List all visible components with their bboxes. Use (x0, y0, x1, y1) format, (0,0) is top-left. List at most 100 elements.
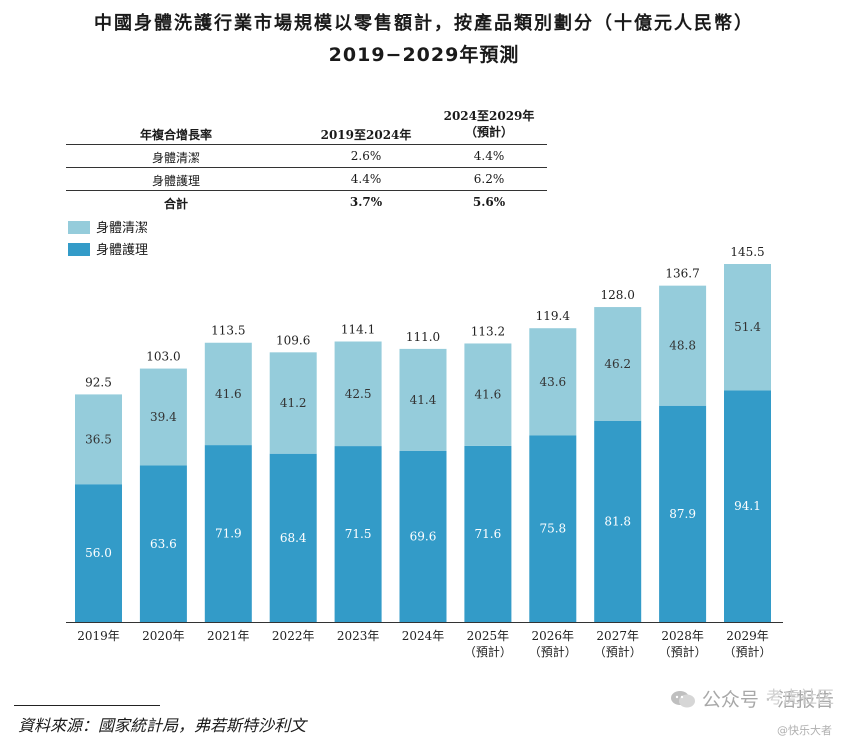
bar-segment-cleansing (594, 307, 642, 421)
bar-segment-care (334, 446, 382, 622)
bar-segment-cleansing (659, 285, 707, 406)
bar-segment-cleansing (204, 342, 252, 446)
bar-segment-cleansing (724, 264, 771, 391)
data-label-total: 113.5 (211, 324, 245, 338)
x-tick-label: 2021年 (207, 629, 250, 643)
data-label-total: 136.7 (665, 267, 699, 281)
data-label-cleansing: 41.6 (475, 388, 502, 402)
cagr-header-period2-line1: 2024至2029年 (443, 109, 535, 123)
bar-segment-cleansing (75, 394, 122, 485)
bar-segment-care (399, 450, 447, 622)
bar-segment-cleansing (269, 352, 317, 454)
bar-segment-care (464, 445, 512, 622)
cagr-header-period2: 2024至2029年 （預計） (431, 108, 547, 140)
x-tick-label: （預計） (594, 644, 642, 659)
footer-rule (14, 705, 160, 706)
legend-swatch-care (68, 243, 90, 256)
chart-title: 中國身體洗護行業市場規模以零售額計，按產品類別劃分（十億元人民幣） (94, 13, 754, 34)
watermark-overlay: 考虎社区 (766, 688, 834, 708)
data-label-care: 75.8 (539, 522, 566, 536)
bar-segment-cleansing (334, 341, 382, 447)
bar-segment-care (724, 390, 771, 622)
data-label-care: 87.9 (669, 507, 696, 521)
bar-segment-cleansing (529, 328, 577, 436)
cagr-row-p2: 4.4% (473, 149, 505, 163)
x-tick-label: 2019年 (77, 629, 120, 643)
watermark-text: 公众号 · 活报告 (701, 689, 834, 711)
bar-segment-cleansing (464, 343, 512, 446)
cagr-row: 身體護理 4.4% 6.2% (66, 168, 547, 190)
source-note: 資料來源：國家統計局，弗若斯特沙利文 (18, 716, 307, 735)
cagr-row-p1: 4.4% (350, 172, 382, 186)
data-label-cleansing: 41.6 (215, 387, 242, 401)
x-tick-label: （預計） (529, 644, 577, 659)
data-label-cleansing: 36.5 (85, 432, 112, 446)
data-label-care: 94.1 (734, 499, 761, 513)
legend-item-cleansing: 身體清潔 (68, 217, 148, 236)
cagr-row-label: 身體清潔 (151, 151, 200, 165)
bar-segment-care (75, 484, 122, 622)
x-tick-label: 2023年 (337, 629, 380, 643)
data-label-total: 114.1 (341, 323, 375, 337)
bar-segment-care (529, 435, 577, 622)
cagr-body: 身體清潔 2.6% 4.4% 身體護理 4.4% 6.2% (66, 145, 547, 191)
cagr-total-p2: 5.6% (472, 195, 506, 209)
bar-segment-care (659, 405, 707, 622)
data-label-care: 81.8 (604, 514, 631, 528)
data-label-cleansing: 43.6 (539, 375, 566, 389)
data-label-cleansing: 48.8 (669, 339, 696, 353)
bar-segment-care (594, 420, 642, 622)
legend-label-care: 身體護理 (96, 243, 149, 258)
x-tick-label: 2028年 (661, 629, 704, 643)
cagr-row-label: 身體護理 (151, 174, 200, 188)
data-label-cleansing: 41.4 (410, 393, 437, 407)
x-tick-label: （預計） (659, 644, 707, 659)
data-label-total: 119.4 (536, 309, 571, 323)
data-label-total: 145.5 (730, 245, 764, 259)
x-tick-label: 2025年 (467, 629, 510, 643)
legend-swatch-cleansing (68, 221, 90, 234)
data-label-total: 109.6 (276, 333, 310, 347)
chart-subtitle: 2019−2029年預測 (328, 44, 520, 66)
cagr-total-p1: 3.7% (349, 195, 383, 209)
watermark-sub: @快乐大者 (777, 724, 832, 737)
bar-segment-care (139, 465, 187, 622)
data-label-total: 111.0 (406, 330, 440, 344)
x-tick-label: 2024年 (402, 629, 445, 643)
x-tick-label: （預計） (723, 644, 771, 659)
data-label-total: 92.5 (85, 375, 112, 389)
cagr-total-row: 合計 3.7% 5.6% (66, 191, 547, 213)
bar-segment-care (269, 453, 317, 622)
data-label-cleansing: 42.5 (345, 387, 372, 401)
cagr-row-p2: 6.2% (473, 172, 505, 186)
data-label-total: 128.0 (601, 288, 635, 302)
data-label-care: 56.0 (85, 546, 112, 560)
cagr-header-label: 年複合增長率 (139, 128, 212, 142)
cagr-header-period1: 2019至2024年 (320, 128, 412, 142)
cagr-table: 年複合增長率 2019至2024年 2024至2029年 （預計） 身體清潔 2… (66, 108, 547, 213)
watermark: 公众号 · 活报告 考虎社区 (670, 685, 834, 712)
legend-item-care: 身體護理 (68, 239, 148, 258)
data-label-cleansing: 39.4 (150, 410, 177, 424)
data-label-total: 103.0 (146, 350, 180, 364)
data-label-care: 68.4 (280, 531, 307, 545)
x-tick-label: 2027年 (596, 629, 639, 643)
bar-segment-cleansing (399, 348, 447, 451)
data-label-cleansing: 46.2 (604, 357, 631, 371)
data-label-total: 113.2 (471, 324, 505, 338)
cagr-header-period2-line2: （預計） (464, 125, 513, 139)
data-label-care: 71.5 (345, 527, 372, 541)
x-tick-label: 2020年 (142, 629, 185, 643)
cagr-row: 身體清潔 2.6% 4.4% (66, 145, 547, 168)
x-tick-label: （預計） (464, 644, 512, 659)
data-label-cleansing: 41.2 (280, 396, 307, 410)
cagr-row-p1: 2.6% (350, 149, 382, 163)
data-label-care: 63.6 (150, 537, 177, 551)
data-label-care: 71.9 (215, 527, 242, 541)
bar-segment-cleansing (139, 368, 187, 466)
cagr-total-label: 合計 (163, 197, 188, 211)
cagr-header-row: 年複合增長率 2019至2024年 2024至2029年 （預計） (66, 108, 547, 145)
bar-segment-care (204, 445, 252, 622)
legend-label-cleansing: 身體清潔 (96, 221, 149, 236)
